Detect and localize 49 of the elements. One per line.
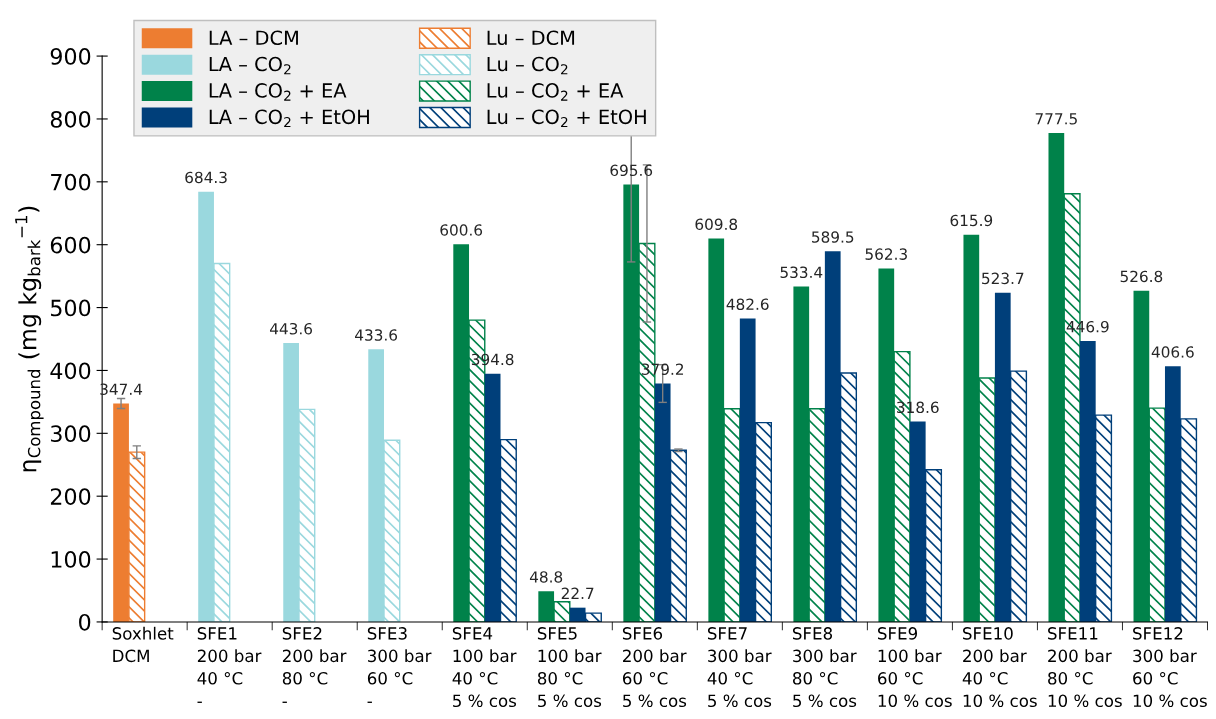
y-tick-label: 200 [50, 488, 91, 505]
data-label: 695.6 [610, 164, 653, 177]
legend-label: LA – CO$_{2}$ + EA [209, 83, 347, 101]
x-tick-label: SFE2 200 bar 80 °C - [282, 627, 347, 703]
data-label: 482.6 [726, 298, 769, 310]
data-label: 443.6 [269, 322, 313, 335]
data-label: 523.7 [982, 272, 1024, 285]
y-tick-label: 0 [79, 613, 91, 631]
legend-label: LA – CO$_{2}$ + EtOH [209, 109, 369, 128]
x-tick-label: SFE12 300 bar 60 °C 10 % cos [1133, 627, 1207, 708]
legend-label: LA – CO$_{2}$ [209, 56, 291, 75]
x-tick-label: SFE11 200 bar 80 °C 10 % cos [1048, 627, 1122, 708]
y-tick-label: 400 [50, 362, 91, 380]
data-label: 48.8 [529, 571, 563, 583]
y-tick-label: 600 [50, 236, 91, 254]
x-tick-label: SFE3 300 bar 60 °C - [367, 627, 432, 703]
data-label: 777.5 [1035, 113, 1077, 125]
data-label: 406.6 [1151, 346, 1194, 358]
data-label: 22.7 [561, 587, 594, 599]
y-tick-label: 100 [51, 551, 91, 568]
data-label: 684.3 [185, 171, 227, 184]
data-label: 526.8 [1120, 270, 1163, 283]
legend-label: Lu – CO$_{2}$ + EtOH [487, 109, 646, 128]
y-tick-label: 700 [51, 173, 91, 191]
data-label: 562.3 [865, 248, 907, 260]
data-label: 433.6 [355, 329, 398, 341]
data-label: 533.4 [780, 266, 823, 279]
x-tick-label: SFE6 200 bar 60 °C 5 % cos [622, 627, 687, 708]
x-tick-label: Soxhlet DCM [112, 626, 174, 663]
data-label: 600.6 [440, 224, 483, 236]
data-label: 589.5 [812, 231, 854, 243]
y-tick-label: 300 [51, 425, 91, 443]
data-label: 609.8 [695, 218, 738, 231]
x-tick-label: SFE7 300 bar 40 °C 5 % cos [707, 627, 772, 708]
x-tick-label: SFE1 200 bar 40 °C - [197, 627, 262, 703]
y-tick-label: 900 [50, 48, 91, 65]
x-tick-label: SFE10 200 bar 40 °C 10 % cos [962, 627, 1037, 708]
x-tick-label: SFE5 100 bar 80 °C 5 % cos [537, 627, 602, 708]
legend-label: Lu – CO$_{2}$ [487, 56, 568, 75]
x-tick-label: SFE4 100 bar 40 °C 5 % cos [452, 627, 517, 708]
y-axis-title: η$_{Compound}$ (mg kg$_{bark}$$^{−1}$) [15, 206, 44, 472]
y-tick-label: 800 [50, 110, 91, 128]
legend-label: LA – DCM [209, 30, 298, 46]
y-tick-label: 500 [51, 299, 91, 317]
legend-label: Lu – CO$_{2}$ + EA [487, 83, 624, 101]
data-label: 615.9 [950, 214, 993, 227]
x-tick-label: SFE8 300 bar 80 °C 5 % cos [792, 627, 857, 708]
legend-label: Lu – DCM [487, 30, 575, 46]
x-tick-label: SFE9 100 bar 60 °C 10 % cos [877, 627, 952, 708]
